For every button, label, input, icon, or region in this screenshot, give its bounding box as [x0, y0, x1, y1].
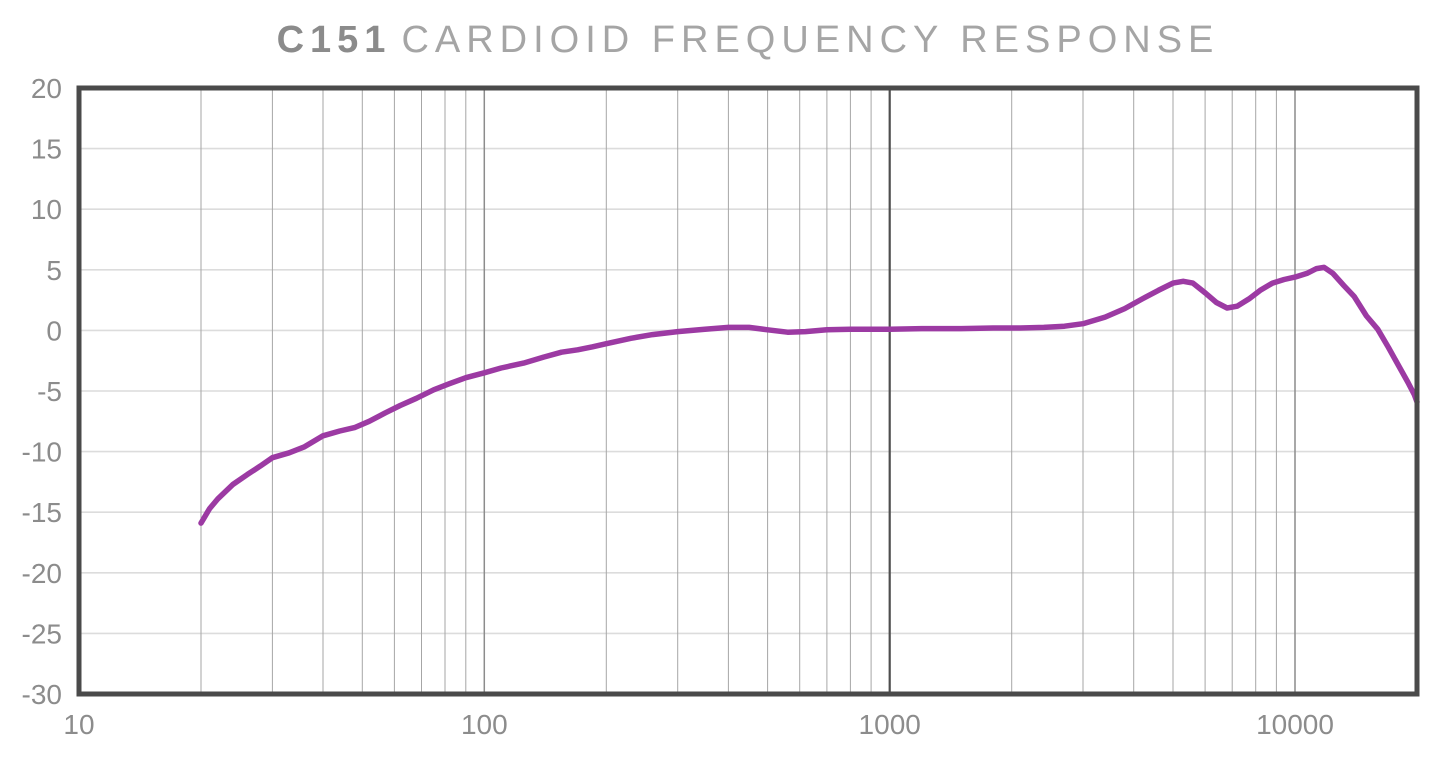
- x-tick-label: 1000: [859, 709, 921, 740]
- y-tick-label: 20: [31, 73, 62, 104]
- x-gridlines: [200, 88, 1296, 694]
- chart-title-model: C151: [276, 19, 392, 61]
- response-curve: [198, 264, 1420, 526]
- chart-title: C151 CARDIOID FREQUENCY RESPONSE: [79, 20, 1417, 60]
- y-tick-label: -15: [22, 497, 62, 528]
- y-tick-label: 15: [31, 134, 62, 165]
- plot-frame: [76, 85, 1420, 697]
- y-tick-labels: 20 15 10 5 0 -5 -10 -15 -20 -25 -30: [22, 73, 62, 710]
- x-tick-label: 10: [63, 709, 94, 740]
- x-tick-labels: 10 100 1000 10000: [63, 709, 1334, 740]
- x-tick-label: 10000: [1256, 709, 1334, 740]
- y-tick-label: -30: [22, 679, 62, 710]
- y-tick-label: 5: [46, 255, 62, 286]
- x-tick-label: 100: [461, 709, 508, 740]
- y-tick-label: -20: [22, 558, 62, 589]
- y-tick-label: -10: [22, 437, 62, 468]
- y-gridlines: [79, 147, 1417, 635]
- y-tick-label: -5: [37, 376, 62, 407]
- chart-title-text: CARDIOID FREQUENCY RESPONSE: [401, 19, 1220, 61]
- y-tick-label: -25: [22, 618, 62, 649]
- y-tick-label: 0: [46, 315, 62, 346]
- y-tick-label: 10: [31, 194, 62, 225]
